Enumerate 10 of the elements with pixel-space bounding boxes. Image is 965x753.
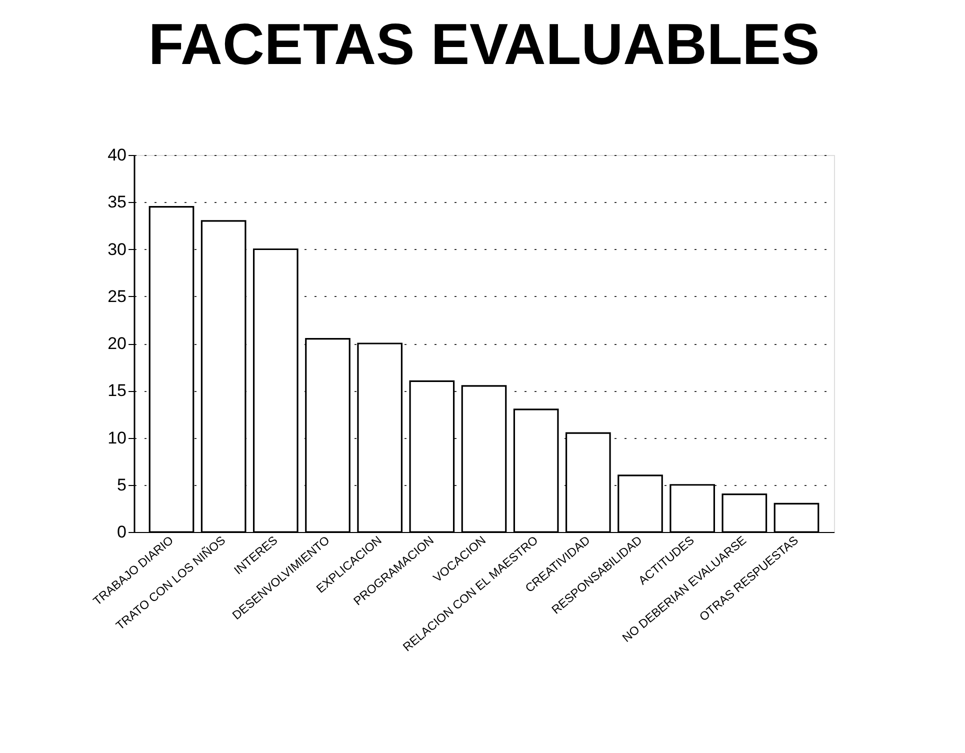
y-tick-label: 5	[117, 475, 126, 494]
y-tick-label: 0	[117, 522, 126, 542]
y-tick-label: 25	[108, 286, 126, 306]
y-tick-label: 20	[108, 334, 126, 353]
chart-title: FACETAS EVALUABLES	[148, 12, 820, 77]
y-tick-label: 40	[108, 146, 126, 164]
y-tick-label: 35	[108, 192, 126, 212]
y-tick-label: 30	[108, 240, 126, 259]
y-tick-label: 10	[108, 428, 126, 448]
y-tick-label: 15	[108, 381, 126, 400]
